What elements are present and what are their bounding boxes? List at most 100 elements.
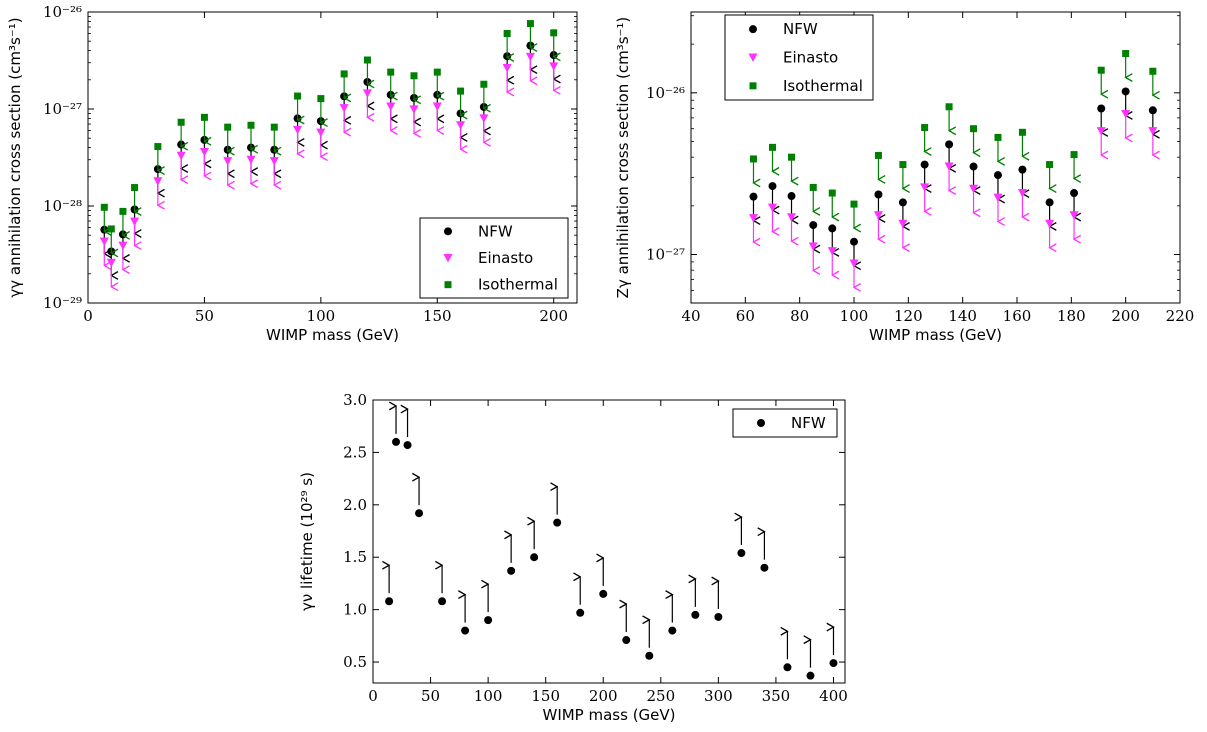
data-point — [131, 184, 139, 192]
data-point — [944, 162, 954, 172]
data-point — [749, 192, 758, 201]
data-point — [1069, 211, 1079, 220]
x-tick-label: 400 — [819, 687, 848, 705]
data-point — [363, 56, 371, 64]
data-point — [339, 104, 349, 113]
data-point — [223, 157, 233, 166]
y-axis-label: γγ annihilation cross section (cm³s⁻¹) — [6, 17, 24, 297]
data-point — [154, 143, 162, 151]
y-tick-label: 2.5 — [343, 443, 367, 461]
data-point — [525, 52, 535, 62]
data-point — [749, 155, 757, 163]
data-point — [443, 254, 453, 263]
x-axis-label: WIMP mass (GeV) — [542, 706, 675, 724]
x-tick-label: 200 — [1111, 307, 1140, 325]
x-tick-label: 50 — [421, 687, 440, 705]
y-tick-label: 1.5 — [343, 548, 367, 566]
data-point — [921, 124, 929, 132]
y-tick-label: 3.0 — [343, 391, 367, 409]
data-point — [873, 211, 883, 220]
data-point — [787, 213, 797, 222]
x-tick-label: 120 — [894, 307, 923, 325]
y-tick-label: 10⁻²⁷ — [43, 100, 82, 118]
data-point — [119, 207, 127, 215]
data-point — [788, 153, 796, 161]
data-point — [503, 30, 511, 38]
data-point — [1046, 161, 1054, 169]
data-point — [200, 113, 208, 121]
data-point — [444, 227, 452, 236]
series-isothermal — [100, 20, 557, 253]
data-point — [1070, 151, 1078, 159]
data-point — [899, 161, 907, 169]
plot-frame — [372, 399, 846, 684]
data-point — [1096, 127, 1106, 136]
x-tick-label: 180 — [1057, 307, 1086, 325]
data-point — [737, 549, 746, 558]
data-point — [461, 626, 470, 635]
data-point — [118, 241, 128, 251]
data-point — [809, 183, 817, 191]
data-point — [829, 659, 838, 668]
data-point — [507, 566, 516, 575]
x-tick-label: 250 — [646, 687, 675, 705]
data-point — [177, 118, 185, 126]
x-tick-label: 0 — [83, 307, 93, 325]
data-point — [768, 182, 777, 191]
data-point — [403, 441, 412, 450]
y-tick-label: 10⁻²⁶ — [43, 3, 82, 21]
data-point — [714, 612, 723, 621]
x-tick-label: 100 — [840, 307, 869, 325]
data-point — [153, 177, 163, 186]
x-tick-label: 140 — [948, 307, 977, 325]
data-point — [294, 92, 302, 100]
legend-label-isothermal: Isothermal — [783, 77, 863, 95]
legend: NFW Einasto Isothermal — [724, 14, 874, 101]
z-gamma-chart: 40 60 80 100 120 140 160 180 200 220 10⁻²⁷ 10⁻²⁶ WIM… — [614, 11, 1194, 344]
x-tick-label: 0 — [368, 687, 378, 705]
data-point — [340, 70, 348, 78]
data-point — [787, 192, 796, 201]
data-point — [827, 247, 837, 256]
data-point — [691, 610, 700, 619]
series-einasto — [748, 109, 1158, 288]
data-point — [409, 105, 419, 114]
data-point — [945, 140, 954, 149]
x-tick-label: 150 — [531, 687, 560, 705]
data-point — [433, 68, 441, 76]
y-tick-label: 0.5 — [343, 653, 367, 671]
data-point — [387, 68, 395, 76]
y-tick-label: 10⁻²⁸ — [43, 197, 82, 215]
legend: NFW Einasto Isothermal — [419, 217, 569, 299]
gamma-gamma-chart: 0 50 100 150 200 10⁻²⁹ 10⁻²⁸ 10⁻²⁷ 10⁻²⁶ WIMP mas… — [6, 3, 578, 344]
data-point — [1148, 127, 1158, 136]
data-point — [1122, 50, 1130, 58]
legend-label-einasto: Einasto — [478, 249, 533, 267]
x-tick-label: 300 — [704, 687, 733, 705]
data-point — [270, 123, 278, 131]
y-tick-label: 2.0 — [343, 496, 367, 514]
data-point — [502, 63, 512, 73]
data-point — [749, 82, 757, 90]
data-point — [432, 102, 442, 112]
y-tick-label: 10⁻²⁷ — [646, 246, 685, 264]
data-point — [757, 419, 765, 427]
data-point — [748, 53, 758, 62]
series-isothermal — [749, 50, 1156, 228]
data-point — [386, 102, 396, 112]
x-tick-label: 350 — [762, 687, 791, 705]
x-tick-label: 50 — [195, 307, 214, 325]
x-tick-label: 100 — [474, 687, 503, 705]
data-point — [479, 114, 489, 123]
data-point — [246, 155, 256, 165]
y-tick-label: 1.0 — [343, 601, 367, 619]
legend-label-einasto: Einasto — [783, 49, 838, 67]
data-point — [994, 133, 1002, 141]
data-point — [1121, 87, 1130, 96]
x-tick-label: 100 — [307, 307, 336, 325]
x-tick-label: 40 — [681, 307, 700, 325]
data-point — [1148, 106, 1157, 115]
data-point — [760, 563, 769, 572]
data-point — [970, 125, 978, 133]
